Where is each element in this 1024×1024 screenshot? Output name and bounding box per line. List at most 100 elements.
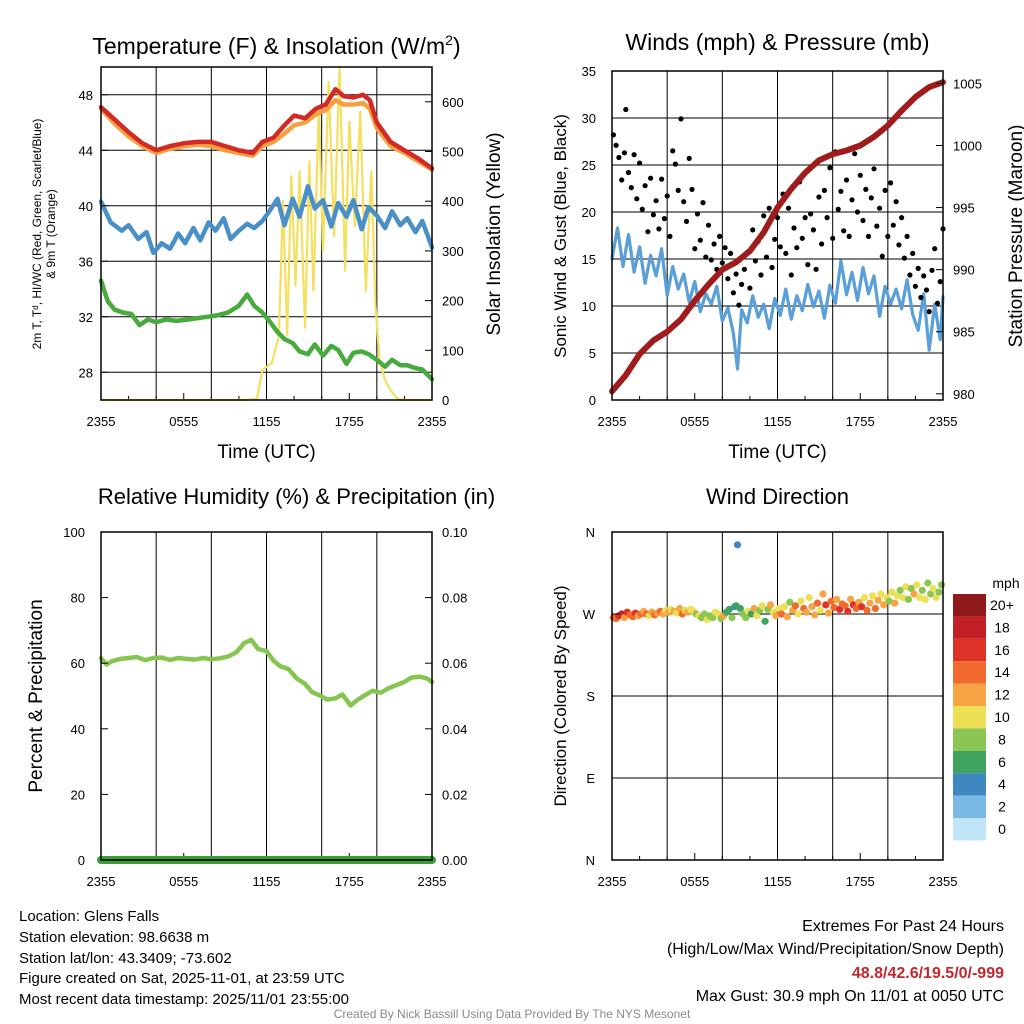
gust-point [791,225,797,231]
gust-point [907,272,913,278]
legend-label: 12 [994,687,1010,703]
series-hiwc-line [98,278,435,382]
direction-point [863,606,871,615]
temp-axes-frame [100,66,433,401]
direction-point [758,602,766,610]
rh-y2tick-label: 0.10 [442,525,467,540]
gust-point [683,218,690,224]
temp-title-end: ) [453,33,461,59]
gust-point [910,250,916,256]
gust-point [747,285,753,291]
direction-point [874,596,882,604]
gust-point [821,187,828,193]
legend-label: 6 [998,754,1006,770]
wind-xlabel: Time (UTC) [728,442,827,463]
gust-point [625,169,632,176]
temp-title: Temperature (F) & Insolation (W/m2) [92,32,460,59]
direction-point [780,603,789,611]
dir-xtick-label: 0555 [680,874,709,889]
gust-point [616,154,622,161]
wind-xtick-label: 1755 [846,414,875,429]
gust-point [733,271,739,277]
legend-label: 16 [994,642,1010,658]
gust-point [667,233,673,239]
gust-point [835,206,841,212]
direction-point [822,601,830,609]
wind-y2tick-label: 1000 [953,138,982,153]
direction-point [750,604,758,613]
gust-point [769,264,775,271]
temp-title-superscript: 2 [445,32,453,48]
direction-point [802,608,811,616]
rh-title: Relative Humidity (%) & Precipitation (i… [98,484,495,509]
temp-y2label: Solar Insolation (Yellow) [484,132,505,335]
wind-title: Winds (mph) & Pressure (mb) [625,29,929,55]
direction-point [902,583,910,591]
gust-point [642,183,648,189]
direction-point [866,599,874,607]
temp-y2tick-label: 500 [442,144,464,159]
elevation-text: Station elevation: 98.6638 m [19,929,210,946]
direction-point [899,594,907,602]
gust-point [675,187,681,193]
gust-point [621,150,628,156]
legend-swatch [953,594,986,617]
gust-point [697,237,703,243]
direction-point [808,603,816,611]
legend-swatch [953,616,986,639]
direction-point [791,602,800,610]
direction-point [620,614,629,622]
temp-xtick-label: 2355 [418,414,447,429]
direction-point [869,592,877,600]
gust-point [827,165,833,171]
rh-y2tick-label: 0.06 [442,656,467,671]
direction-point [676,604,684,613]
legend-title: mph [992,575,1019,591]
gust-point [865,233,872,239]
gust-point [794,245,800,251]
created-text: Figure created on Sat, 2025-11-01, at 23… [19,970,345,987]
gust-point [708,257,714,263]
direction-point [852,604,860,613]
direction-point [916,594,924,602]
gust-point [901,255,908,261]
direction-point [921,595,929,604]
gust-point [628,185,634,191]
legend-label: 4 [998,776,1006,792]
rh-xtick-label: 2355 [418,874,447,889]
gust-point [877,205,883,211]
location-text: Location: Glens Falls [19,908,160,925]
temp-xlabel: Time (UTC) [217,442,316,463]
gust-point [653,198,659,204]
gust-point [664,193,670,199]
gust-point [915,265,921,271]
gust-point [777,244,783,250]
legend-swatch [953,818,986,841]
direction-point [907,584,915,593]
legend-swatch [953,661,986,684]
direction-point [805,594,813,602]
gust-point [774,215,781,221]
direction-point [794,610,802,618]
direction-point [767,601,775,609]
temp-ytick-label: 28 [79,365,93,380]
temp-panel [100,67,433,400]
direction-point [813,599,822,607]
wind-ytick-label: 20 [582,205,596,220]
latlon-text: Station lat/lon: 43.3409; -73.602 [19,950,232,967]
legend-label: 2 [998,799,1006,815]
direction-point [819,590,827,598]
gust-point [926,309,932,315]
direction-point [761,617,769,625]
max-gust-text: Max Gust: 30.9 mph On 11/01 at 0050 UTC [695,988,1004,1005]
direction-point [927,590,935,598]
temp-y2tick-label: 400 [442,194,464,209]
dir-ytick-label: S [586,689,595,704]
wind-xtick-label: 2355 [598,414,627,429]
series-pressure-line [609,79,946,395]
temp-ytick-label: 44 [79,143,93,158]
gust-point [686,155,692,161]
gust-point [705,222,712,228]
rh-ytick-label: 80 [71,591,85,606]
